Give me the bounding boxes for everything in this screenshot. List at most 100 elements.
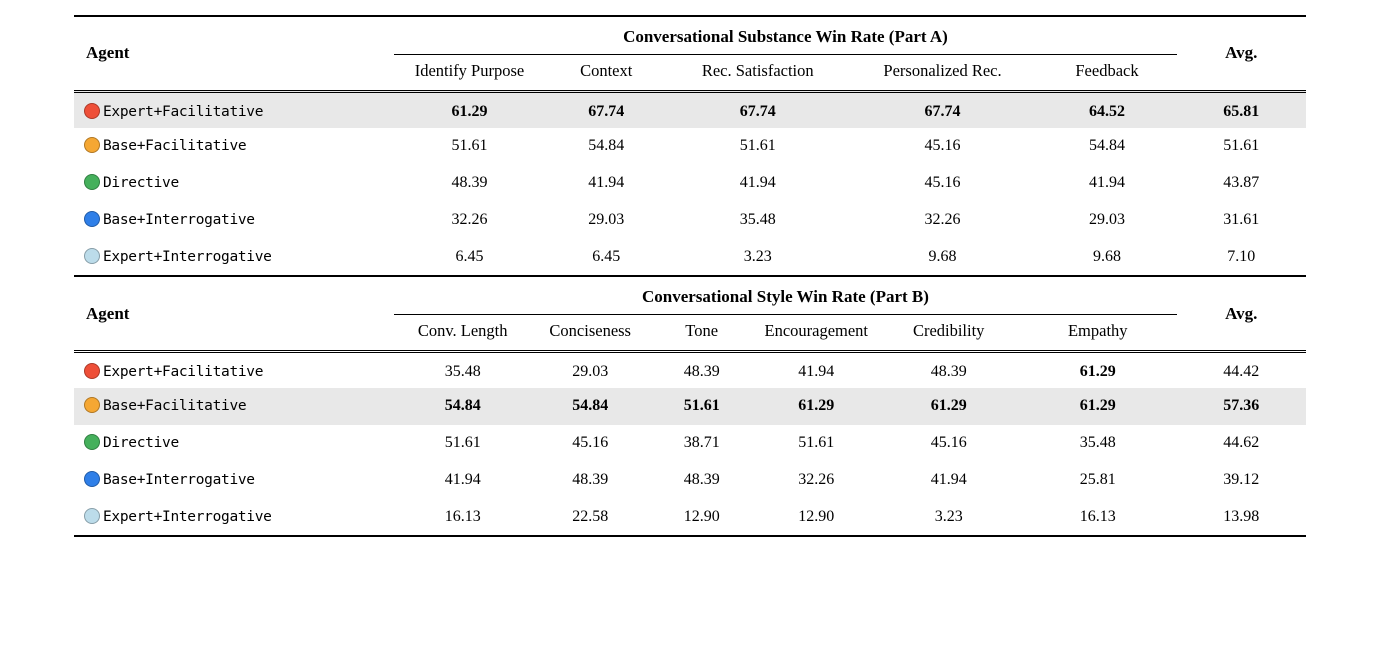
table-row: Base+Interrogative 32.26 29.03 35.48 32.26 29…	[74, 202, 1306, 239]
column-header: Empathy	[1018, 314, 1177, 353]
circle-green-icon	[84, 174, 100, 191]
avg-column-header: Avg.	[1176, 16, 1306, 93]
agent-cell: Directive	[74, 425, 394, 462]
circle-lightblue-icon	[84, 247, 100, 264]
column-header: Tone	[649, 314, 755, 353]
column-header: Feedback	[1037, 54, 1177, 93]
table-part-a: Agent Conversational Substance Win Rate …	[74, 15, 1306, 278]
value-cell: 45.16	[572, 434, 609, 452]
value-cell: 41.94	[798, 363, 835, 381]
table-row: Base+Interrogative 41.94 48.39 48.39 32.26 41…	[74, 462, 1306, 499]
value-cell: 29.03	[1088, 211, 1125, 229]
value-cell: 16.13	[1079, 507, 1116, 525]
table-row: Expert+Interrogative 6.45 6.45 3.23 9.68 9.68…	[74, 239, 1306, 276]
value-cell: 12.90	[798, 507, 835, 525]
table-row: Base+Facilitative 54.84 54.84 51.61 61.29 61.…	[74, 388, 1306, 426]
circle-red-icon	[84, 103, 100, 120]
value-cell: 51.61	[444, 434, 481, 452]
agent-label: Expert+Interrogative	[103, 248, 272, 265]
column-header: Conciseness	[531, 314, 650, 353]
value-cell: 51.61	[739, 137, 776, 155]
avg-cell: 44.42	[1223, 363, 1260, 381]
header-row-span: Agent Conversational Substance Win Rate …	[74, 16, 1306, 93]
circle-orange-icon	[84, 397, 100, 414]
value-cell: 45.16	[924, 137, 961, 155]
table-row: Directive 51.61 45.16 38.71 51.61 45.16 35.48 4…	[74, 425, 1306, 462]
value-cell: 41.94	[444, 471, 481, 489]
value-cell: 48.39	[451, 174, 488, 192]
agent-label: Base+Facilitative	[103, 398, 247, 415]
table-part-b: Agent Conversational Style Win Rate (Par…	[74, 277, 1306, 538]
agent-cell: Base+Facilitative	[74, 388, 394, 425]
column-header: Encouragement	[754, 314, 879, 353]
value-cell: 6.45	[455, 247, 484, 265]
table-row: Expert+Facilitative 61.29 67.74 67.74 67.74 6…	[74, 91, 1306, 129]
agent-label: Expert+Facilitative	[103, 104, 264, 121]
agent-cell: Base+Interrogative	[74, 202, 394, 239]
value-cell: 35.48	[444, 363, 481, 381]
value-cell: 25.81	[1079, 471, 1116, 489]
column-header: Credibility	[878, 314, 1019, 353]
avg-cell: 44.62	[1223, 434, 1260, 452]
value-cell: 41.94	[1088, 174, 1125, 192]
value-cell: 12.90	[683, 507, 720, 525]
avg-cell: 13.98	[1223, 507, 1260, 525]
agent-cell: Expert+Interrogative	[74, 239, 394, 276]
value-cell: 51.61	[451, 137, 488, 155]
avg-cell: 31.61	[1223, 211, 1260, 229]
avg-cell: 65.81	[1223, 103, 1260, 121]
value-cell: 54.84	[572, 397, 609, 415]
value-cell: 61.29	[1079, 363, 1116, 381]
column-header: Context	[544, 54, 668, 93]
agent-cell: Directive	[74, 165, 394, 202]
value-cell: 51.61	[798, 434, 835, 452]
column-header: Rec. Satisfaction	[667, 54, 848, 93]
value-cell: 22.58	[572, 507, 609, 525]
avg-cell: 57.36	[1223, 397, 1260, 415]
value-cell: 38.71	[683, 434, 720, 452]
avg-column-header: Avg.	[1176, 277, 1306, 353]
value-cell: 51.61	[683, 397, 720, 415]
value-cell: 54.84	[1088, 137, 1125, 155]
value-cell: 61.29	[930, 397, 967, 415]
agent-cell: Base+Facilitative	[74, 128, 394, 165]
value-cell: 35.48	[1079, 434, 1116, 452]
circle-blue-icon	[84, 471, 100, 488]
value-cell: 41.94	[588, 174, 625, 192]
circle-orange-icon	[84, 137, 100, 154]
value-cell: 64.52	[1088, 103, 1125, 121]
table-title: Conversational Style Win Rate (Part B)	[394, 277, 1177, 315]
value-cell: 35.48	[739, 211, 776, 229]
agent-cell: Expert+Interrogative	[74, 499, 394, 536]
value-cell: 3.23	[934, 507, 963, 525]
column-header: Conv. Length	[394, 314, 532, 353]
avg-cell: 43.87	[1223, 174, 1260, 192]
circle-green-icon	[84, 434, 100, 451]
value-cell: 32.26	[451, 211, 488, 229]
agent-label: Base+Interrogative	[103, 212, 255, 229]
agent-label: Expert+Facilitative	[103, 364, 264, 381]
circle-blue-icon	[84, 211, 100, 228]
avg-cell: 51.61	[1223, 137, 1260, 155]
header-row-span: Agent Conversational Style Win Rate (Par…	[74, 277, 1306, 353]
subheader-row: Conv. Length Conciseness Tone Encouragement…	[74, 314, 1306, 353]
value-cell: 32.26	[798, 471, 835, 489]
table-row: Base+Facilitative 51.61 54.84 51.61 45.16 54.…	[74, 128, 1306, 165]
value-cell: 48.39	[930, 363, 967, 381]
value-cell: 29.03	[588, 211, 625, 229]
value-cell: 67.74	[588, 103, 625, 121]
value-cell: 9.68	[928, 247, 957, 265]
agent-cell: Expert+Facilitative	[74, 351, 394, 388]
value-cell: 54.84	[588, 137, 625, 155]
value-cell: 67.74	[739, 103, 776, 121]
value-cell: 45.16	[930, 434, 967, 452]
value-cell: 16.13	[444, 507, 481, 525]
column-header: Personalized Rec.	[847, 54, 1038, 93]
agent-label: Expert+Interrogative	[103, 508, 272, 525]
table-title: Conversational Substance Win Rate (Part …	[394, 16, 1177, 55]
agent-column-header: Agent	[74, 277, 395, 353]
value-cell: 41.94	[739, 174, 776, 192]
value-cell: 48.39	[683, 471, 720, 489]
value-cell: 67.74	[924, 103, 961, 121]
